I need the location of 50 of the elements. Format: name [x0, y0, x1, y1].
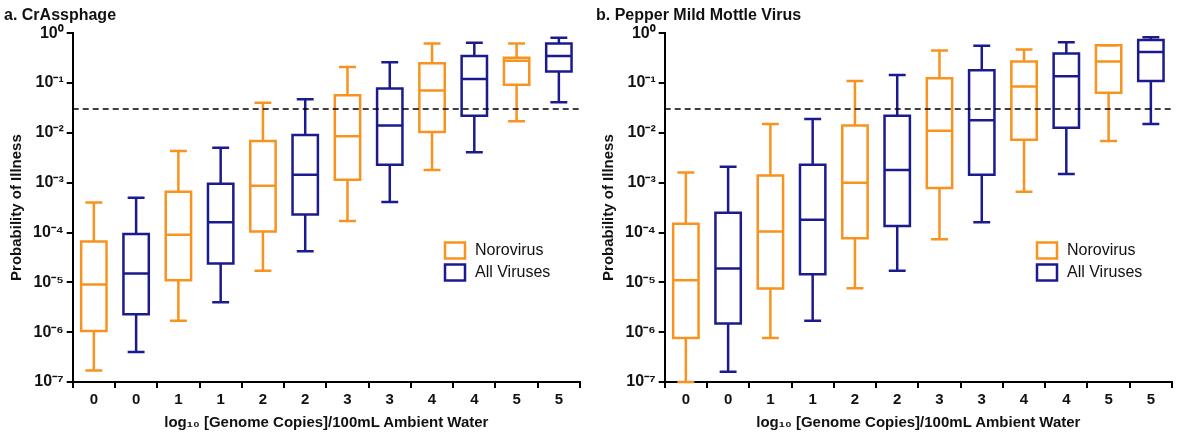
legend-label: Norovirus [1067, 240, 1136, 258]
chart-title: b. Pepper Mild Mottle Virus [596, 6, 802, 24]
legend-label: Norovirus [475, 240, 544, 258]
y-tick-label: 10⁻¹ [35, 73, 64, 91]
x-tick-label: 1 [216, 390, 225, 408]
x-tick-label: 4 [1019, 390, 1029, 408]
x-tick-label: 0 [131, 390, 141, 408]
x-tick-label: 1 [808, 390, 817, 408]
x-tick-label: 5 [554, 390, 564, 408]
chart-title: a. CrAssphage [4, 6, 117, 24]
x-tick-label: 2 [258, 390, 268, 408]
x-tick-label: 1 [766, 390, 775, 408]
y-tick-label: 10⁰ [39, 23, 64, 41]
y-tick-label: 10⁻⁴ [624, 222, 656, 240]
y-tick-label: 10⁻² [35, 123, 64, 141]
y-tick-label: 10⁻⁵ [625, 272, 656, 290]
x-tick-label: 2 [301, 390, 310, 408]
x-tick-label: 3 [977, 390, 986, 408]
y-tick-label: 10⁻³ [627, 173, 656, 191]
x-tick-label: 3 [343, 390, 352, 408]
x-axis-title: log₁₀ [Genome Copies]/100mL Ambient Water [756, 413, 1081, 431]
y-tick-label: 10⁻¹ [627, 73, 656, 91]
x-tick-label: 0 [723, 390, 733, 408]
x-tick-label: 5 [1146, 390, 1156, 408]
y-axis-title: Probability of Illness [599, 134, 617, 281]
y-tick-label: 10⁻⁴ [32, 222, 64, 240]
x-tick-label: 5 [1104, 390, 1113, 408]
x-tick-label: 3 [935, 390, 944, 408]
y-tick-label: 10⁻⁶ [625, 322, 656, 340]
y-tick-label: 10⁻⁶ [33, 322, 64, 340]
y-tick-label: 10⁰ [631, 23, 656, 41]
x-tick-label: 2 [893, 390, 902, 408]
x-tick-label: 0 [681, 390, 691, 408]
x-tick-label: 4 [427, 390, 437, 408]
y-tick-label: 10⁻⁷ [34, 372, 64, 390]
x-tick-label: 5 [512, 390, 521, 408]
x-tick-label: 2 [850, 390, 860, 408]
legend-label: All Viruses [475, 262, 551, 280]
x-tick-label: 0 [89, 390, 99, 408]
x-tick-label: 4 [470, 390, 480, 408]
y-tick-label: 10⁻⁷ [626, 372, 656, 390]
x-tick-label: 4 [1062, 390, 1072, 408]
y-tick-label: 10⁻³ [35, 173, 64, 191]
x-axis-title: log₁₀ [Genome Copies]/100mL Ambient Water [164, 413, 489, 431]
y-axis-title: Probability of Illness [7, 134, 25, 281]
x-tick-label: 3 [385, 390, 394, 408]
y-tick-label: 10⁻⁵ [33, 272, 64, 290]
x-tick-label: 1 [174, 390, 183, 408]
legend-label: All Viruses [1067, 262, 1143, 280]
y-tick-label: 10⁻² [627, 123, 656, 141]
